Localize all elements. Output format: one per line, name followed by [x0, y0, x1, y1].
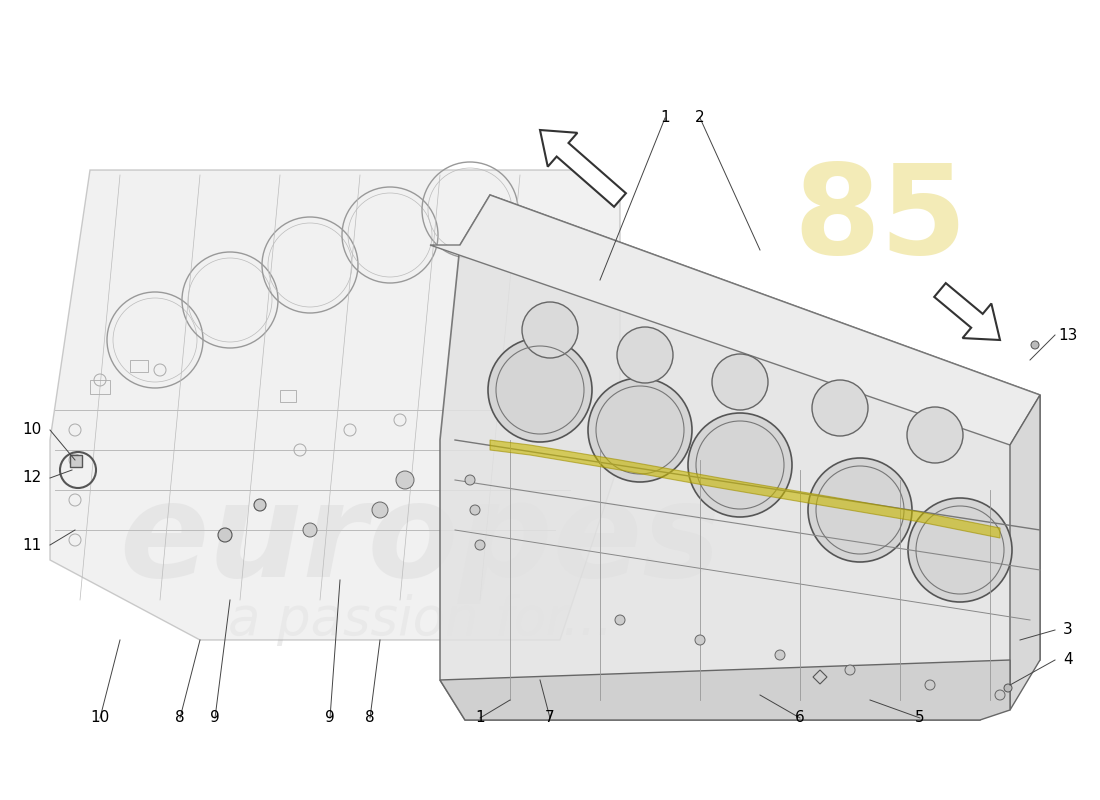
Circle shape	[396, 471, 414, 489]
Text: 11: 11	[22, 538, 42, 553]
Text: 8: 8	[365, 710, 375, 726]
Circle shape	[776, 650, 785, 660]
Text: 85: 85	[793, 159, 967, 281]
Circle shape	[908, 407, 962, 463]
Circle shape	[302, 523, 317, 537]
Polygon shape	[813, 670, 827, 684]
Circle shape	[522, 302, 578, 358]
Bar	[70, 455, 82, 467]
Circle shape	[688, 413, 792, 517]
Text: 1: 1	[660, 110, 670, 126]
Circle shape	[845, 665, 855, 675]
Circle shape	[908, 498, 1012, 602]
Text: a passion for...: a passion for...	[228, 594, 613, 646]
Bar	[130, 360, 148, 372]
Circle shape	[712, 354, 768, 410]
Text: 3: 3	[1063, 622, 1072, 638]
Polygon shape	[440, 195, 1040, 720]
Text: 2: 2	[695, 110, 705, 126]
Text: 1: 1	[475, 710, 485, 726]
Text: 9: 9	[210, 710, 220, 726]
Polygon shape	[1010, 395, 1040, 710]
Circle shape	[218, 528, 232, 542]
Polygon shape	[50, 170, 620, 640]
Circle shape	[372, 502, 388, 518]
Circle shape	[470, 505, 480, 515]
Text: 9: 9	[326, 710, 334, 726]
Circle shape	[808, 458, 912, 562]
Text: 13: 13	[1058, 327, 1078, 342]
Text: 6: 6	[795, 710, 805, 726]
Bar	[90, 380, 110, 394]
Text: 4: 4	[1064, 653, 1072, 667]
Polygon shape	[440, 660, 1010, 720]
Polygon shape	[430, 195, 1040, 445]
Circle shape	[588, 378, 692, 482]
Circle shape	[812, 380, 868, 436]
Bar	[280, 390, 296, 402]
Circle shape	[475, 540, 485, 550]
Text: 10: 10	[90, 710, 110, 726]
Circle shape	[617, 327, 673, 383]
Circle shape	[1031, 341, 1040, 349]
FancyArrow shape	[934, 283, 1000, 340]
Circle shape	[465, 475, 475, 485]
Circle shape	[695, 635, 705, 645]
Circle shape	[488, 338, 592, 442]
Text: 12: 12	[22, 470, 42, 486]
Circle shape	[615, 615, 625, 625]
Circle shape	[254, 499, 266, 511]
Text: 5: 5	[915, 710, 925, 726]
Polygon shape	[490, 440, 1000, 538]
Text: 8: 8	[175, 710, 185, 726]
Circle shape	[1004, 684, 1012, 692]
Text: 7: 7	[546, 710, 554, 726]
FancyArrow shape	[540, 130, 626, 206]
Text: europes: europes	[119, 477, 720, 603]
Text: 10: 10	[22, 422, 42, 438]
Circle shape	[925, 680, 935, 690]
Circle shape	[996, 690, 1005, 700]
